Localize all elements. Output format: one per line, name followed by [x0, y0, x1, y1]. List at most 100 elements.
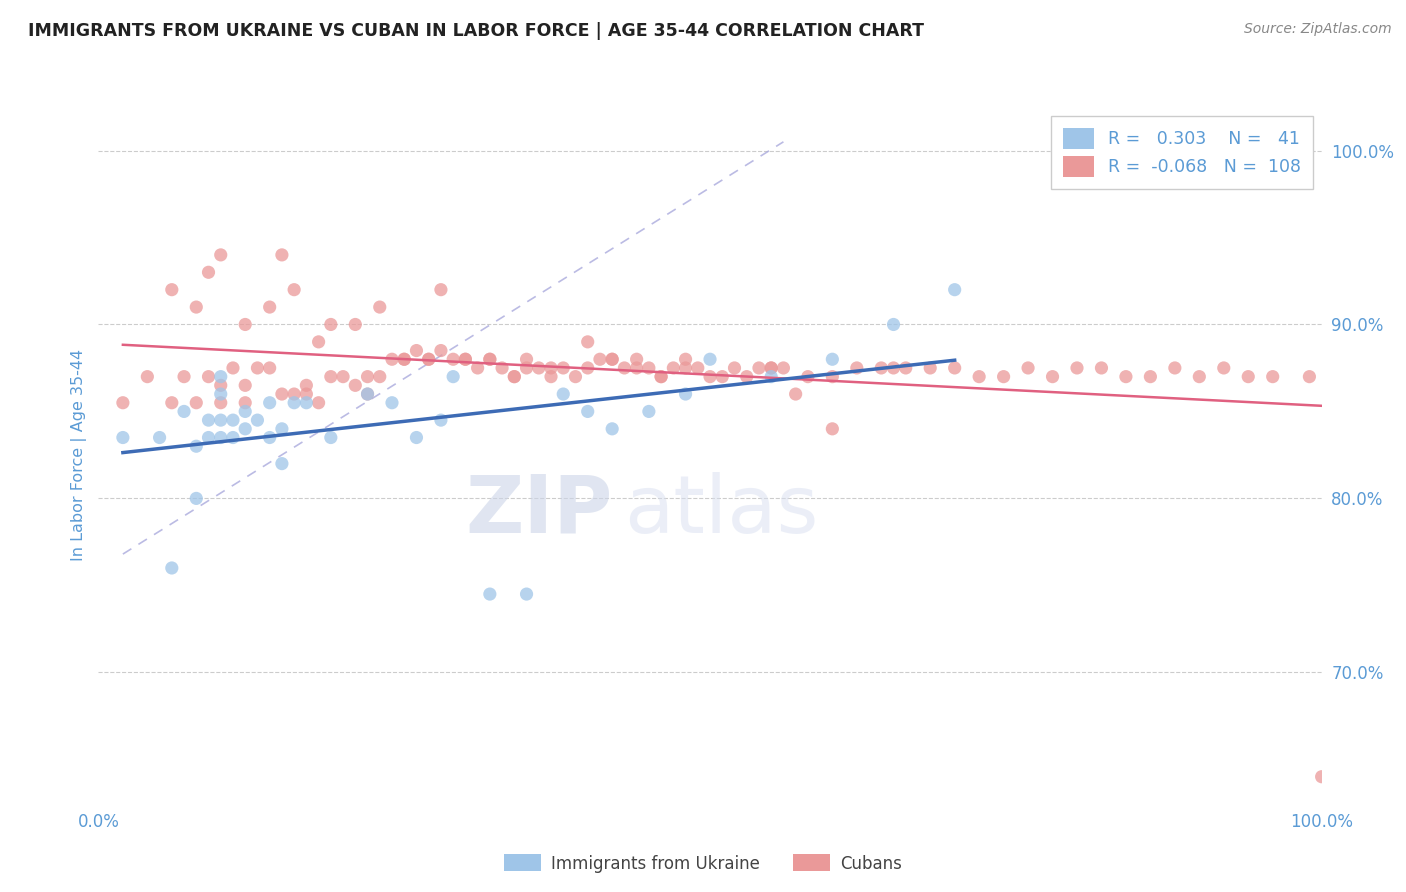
Point	[626, 360, 648, 375]
Point	[1090, 360, 1112, 375]
Point	[467, 360, 489, 375]
Point	[259, 431, 281, 445]
Point	[381, 352, 404, 367]
Point	[259, 360, 281, 375]
Point	[270, 457, 294, 471]
Point	[209, 431, 232, 445]
Point	[430, 413, 453, 427]
Point	[209, 378, 232, 392]
Point	[735, 369, 758, 384]
Point	[160, 561, 183, 575]
Point	[319, 431, 342, 445]
Point	[761, 360, 783, 375]
Point	[186, 395, 208, 409]
Point	[1310, 770, 1333, 784]
Point	[515, 587, 537, 601]
Point	[491, 360, 513, 375]
Point	[553, 360, 575, 375]
Point	[259, 300, 281, 314]
Point	[637, 360, 661, 375]
Point	[797, 369, 820, 384]
Point	[197, 369, 219, 384]
Point	[283, 283, 305, 297]
Point	[527, 360, 550, 375]
Point	[540, 369, 562, 384]
Point	[222, 431, 245, 445]
Point	[576, 334, 599, 349]
Point	[761, 369, 783, 384]
Legend: Immigrants from Ukraine, Cubans: Immigrants from Ukraine, Cubans	[498, 847, 908, 880]
Point	[344, 378, 367, 392]
Point	[136, 369, 159, 384]
Point	[1115, 369, 1137, 384]
Point	[748, 360, 770, 375]
Point	[1017, 360, 1039, 375]
Point	[993, 369, 1015, 384]
Point	[1298, 369, 1320, 384]
Point	[441, 352, 464, 367]
Point	[233, 318, 256, 332]
Point	[686, 360, 709, 375]
Point	[883, 318, 905, 332]
Point	[600, 422, 623, 436]
Point	[540, 360, 562, 375]
Point	[405, 343, 427, 358]
Point	[600, 352, 623, 367]
Point	[761, 360, 783, 375]
Text: ZIP: ZIP	[465, 472, 612, 549]
Text: Source: ZipAtlas.com: Source: ZipAtlas.com	[1244, 22, 1392, 37]
Point	[111, 395, 134, 409]
Point	[173, 369, 195, 384]
Point	[711, 369, 734, 384]
Point	[478, 352, 501, 367]
Point	[149, 431, 172, 445]
Point	[515, 352, 537, 367]
Point	[418, 352, 440, 367]
Point	[283, 395, 305, 409]
Point	[344, 318, 367, 332]
Point	[173, 404, 195, 418]
Point	[186, 491, 208, 506]
Point	[503, 369, 526, 384]
Point	[332, 369, 354, 384]
Point	[368, 300, 391, 314]
Point	[295, 395, 318, 409]
Point	[222, 413, 245, 427]
Point	[503, 369, 526, 384]
Point	[650, 369, 672, 384]
Point	[295, 378, 318, 392]
Point	[943, 360, 966, 375]
Point	[197, 265, 219, 279]
Legend: R =   0.303    N =   41, R =  -0.068   N =  108: R = 0.303 N = 41, R = -0.068 N = 108	[1050, 116, 1313, 189]
Point	[478, 352, 501, 367]
Point	[883, 360, 905, 375]
Point	[454, 352, 477, 367]
Point	[197, 413, 219, 427]
Point	[613, 360, 636, 375]
Point	[478, 587, 501, 601]
Point	[553, 387, 575, 401]
Point	[821, 369, 844, 384]
Point	[209, 395, 232, 409]
Point	[967, 369, 990, 384]
Point	[392, 352, 416, 367]
Point	[233, 422, 256, 436]
Point	[222, 360, 245, 375]
Point	[600, 352, 623, 367]
Point	[637, 404, 661, 418]
Point	[270, 387, 294, 401]
Point	[283, 387, 305, 401]
Point	[308, 334, 330, 349]
Point	[270, 422, 294, 436]
Point	[699, 369, 721, 384]
Point	[894, 360, 917, 375]
Point	[246, 413, 269, 427]
Point	[160, 283, 183, 297]
Point	[576, 404, 599, 418]
Point	[233, 395, 256, 409]
Point	[392, 352, 416, 367]
Point	[1042, 369, 1064, 384]
Point	[870, 360, 893, 375]
Point	[576, 360, 599, 375]
Point	[160, 395, 183, 409]
